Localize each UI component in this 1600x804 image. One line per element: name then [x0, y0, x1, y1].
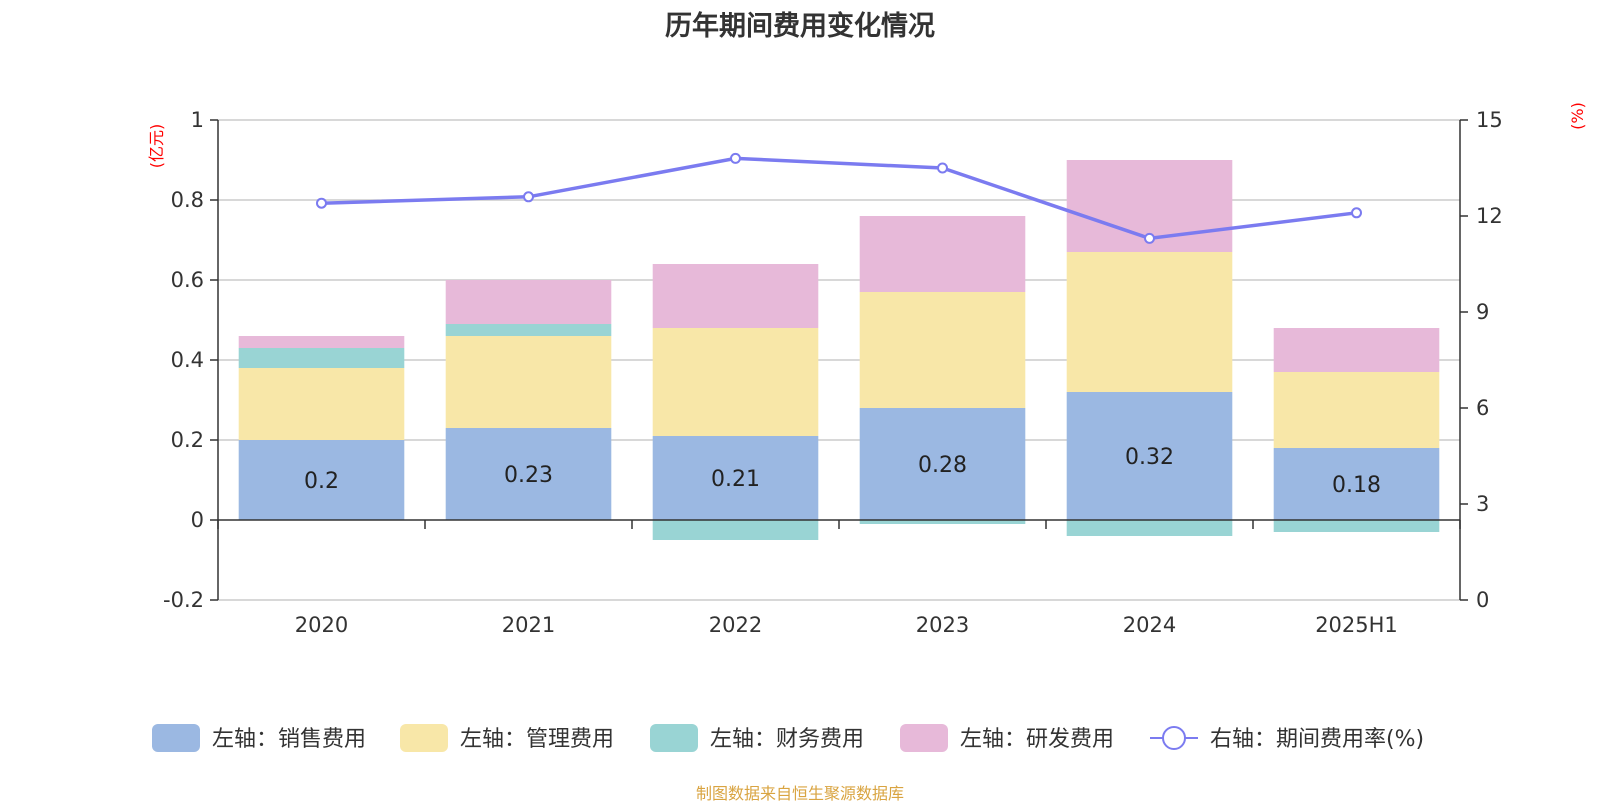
category-label: 2022	[709, 613, 762, 637]
legend-label: 左轴：研发费用	[960, 727, 1114, 752]
rate-point	[1351, 207, 1362, 219]
bar-sales	[1273, 448, 1440, 520]
bar-value-label: 0.23	[504, 463, 553, 488]
bar-finance	[1066, 520, 1233, 536]
bar-admin	[859, 292, 1026, 408]
bar-sales	[652, 436, 819, 520]
right-tick-label: 0	[1476, 588, 1489, 612]
axes-layer	[210, 119, 1468, 601]
legend-marker	[1162, 726, 1186, 750]
bar-admin	[445, 336, 612, 428]
bar-admin	[1273, 372, 1440, 448]
bar-admin	[652, 328, 819, 436]
chart-title: 历年期间费用变化情况	[665, 11, 935, 42]
right-tick-label: 15	[1476, 108, 1503, 132]
bar-finance	[1273, 520, 1440, 532]
rate-point	[316, 197, 327, 209]
rate-point	[937, 162, 948, 174]
right-axis-unit: (%)	[1568, 102, 1587, 130]
category-label: 2025H1	[1315, 613, 1398, 637]
legend-label: 左轴：销售费用	[212, 727, 366, 752]
right-tick-label: 9	[1476, 300, 1489, 324]
bar-rd	[1273, 328, 1440, 372]
bar-finance	[238, 348, 405, 368]
bar-sales	[859, 408, 1026, 520]
legend-swatch-finance	[650, 724, 698, 752]
right-tick-label: 12	[1476, 204, 1503, 228]
left-tick-label: 0.6	[171, 268, 204, 292]
bar-rd	[238, 336, 405, 348]
category-label: 2023	[916, 613, 969, 637]
labels-layer: -0.2 0 0.2 0.4 0.6 0.8 1 0 3 6 9 12 15 2020 2021 2022 20…	[147, 102, 1587, 637]
left-tick-label: 0.4	[171, 348, 204, 372]
source-note: 制图数据来自恒生聚源数据库	[695, 784, 904, 803]
legend-layer: 左轴：销售费用 左轴：管理费用 左轴：财务费用 左轴：研发费用 右轴：期间费用率(%)	[152, 724, 1424, 752]
bar-sales	[1066, 392, 1233, 520]
right-tick-label: 3	[1476, 492, 1489, 516]
bar-finance	[652, 520, 819, 540]
line-layer	[316, 152, 1362, 244]
left-axis-unit: (亿元)	[147, 124, 166, 169]
bar-value-label: 0.28	[918, 453, 967, 478]
right-tick-label: 6	[1476, 396, 1489, 420]
rate-point	[523, 191, 534, 203]
bar-rd	[445, 280, 612, 324]
bar-value-label: 0.2	[304, 469, 339, 494]
legend-swatch-sales	[152, 724, 200, 752]
left-tick-label: 0.2	[171, 428, 204, 452]
legend-label: 左轴：财务费用	[710, 727, 864, 752]
legend-swatch-admin	[400, 724, 448, 752]
left-tick-label: -0.2	[163, 588, 204, 612]
rate-point	[730, 152, 741, 164]
category-label: 2021	[502, 613, 555, 637]
left-tick-label: 0.8	[171, 188, 204, 212]
bar-rd	[859, 216, 1026, 292]
legend-label: 左轴：管理费用	[460, 727, 614, 752]
rate-line	[321, 156, 1357, 241]
bar-sales	[238, 440, 405, 520]
bars-layer	[238, 160, 1440, 540]
category-label: 2020	[295, 613, 348, 637]
bar-sales	[445, 428, 612, 520]
bar-value-label: 0.18	[1332, 473, 1381, 498]
legend-label: 右轴：期间费用率(%)	[1210, 727, 1424, 752]
bar-value-label: 0.21	[711, 467, 760, 492]
left-tick-label: 0	[191, 508, 204, 532]
grid-layer	[218, 119, 1460, 601]
category-label: 2024	[1123, 613, 1176, 637]
bar-finance	[859, 520, 1026, 524]
rate-point	[1144, 232, 1155, 244]
left-tick-label: 1	[191, 108, 204, 132]
bar-finance	[445, 324, 612, 336]
bar-admin	[238, 368, 405, 440]
legend-swatch-rd	[900, 724, 948, 752]
bar-value-label: 0.32	[1125, 445, 1174, 470]
bar-rd	[652, 264, 819, 328]
bar-admin	[1066, 252, 1233, 392]
